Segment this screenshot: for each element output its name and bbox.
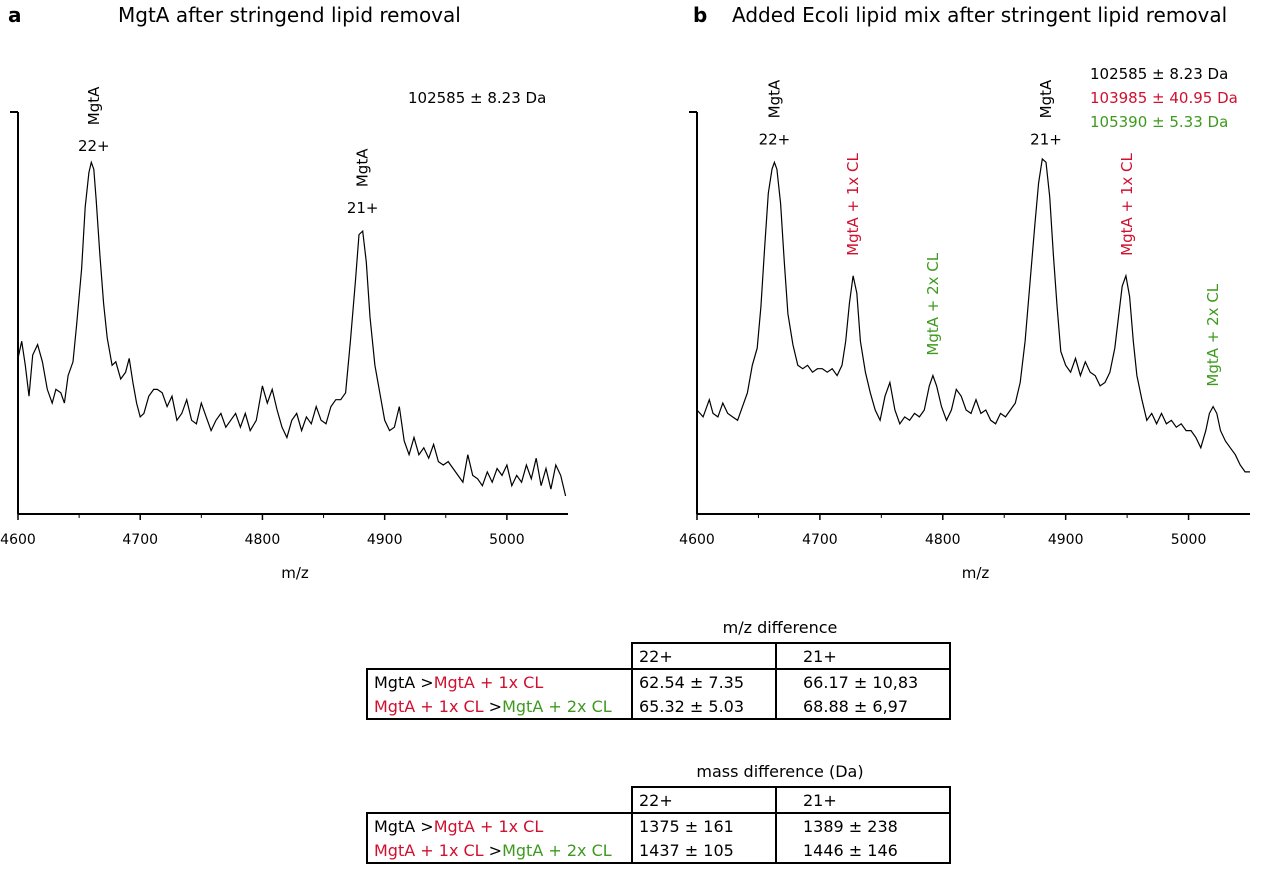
mass-difference-table: 22+ 21+ MgtA >MgtA + 1x CL 1375 ± 161 13… [366, 786, 951, 864]
col-header-21: 21+ [775, 642, 951, 670]
row-label: MgtA >MgtA + 1x CL [366, 812, 633, 838]
spectrum-line-a [17, 160, 567, 497]
cell-22: 62.54 ± 7.35 [631, 669, 777, 694]
spectrum-line-b [696, 157, 1250, 473]
table-row: MgtA + 1x CL >MgtA + 2x CL 65.32 ± 5.03 … [366, 694, 951, 720]
panel-title-a: MgtA after stringend lipid removal [118, 3, 461, 27]
x-axis-label: m/z [281, 564, 309, 582]
row-sep: > [483, 840, 503, 860]
row-to: MgtA + 1x CL [433, 672, 544, 692]
cell-22: 65.32 ± 5.03 [631, 694, 777, 720]
peak-label: MgtA [354, 148, 372, 187]
x-axis-label: m/z [962, 564, 990, 582]
cell-21: 68.88 ± 6,97 [776, 694, 951, 720]
row-sep: > [415, 672, 434, 692]
mass-annotation: 103985 ± 40.95 Da [1090, 89, 1238, 107]
cell-22: 1375 ± 161 [631, 813, 777, 838]
col-header-22: 22+ [631, 786, 777, 814]
table-row: MgtA >MgtA + 1x CL 62.54 ± 7.35 66.17 ± … [366, 668, 951, 694]
peak-label: MgtA [765, 79, 783, 118]
table-caption-mass: mass difference (Da) [696, 762, 864, 781]
row-from: MgtA + 1x CL [374, 696, 484, 716]
mass-annotation: 105390 ± 5.33 Da [1090, 113, 1228, 131]
x-tick-label: 5000 [489, 532, 525, 548]
row-label: MgtA + 1x CL >MgtA + 2x CL [366, 694, 633, 720]
table-row: MgtA >MgtA + 1x CL 1375 ± 161 1389 ± 238 [366, 812, 951, 838]
table-header-row: 22+ 21+ [367, 642, 951, 670]
row-to: MgtA + 2x CL [502, 696, 612, 716]
cell-22: 1437 ± 105 [631, 838, 777, 864]
x-tick-label: 4900 [1048, 532, 1084, 548]
col-header-21: 21+ [775, 786, 951, 814]
panel-title-b: Added Ecoli lipid mix after stringent li… [732, 3, 1227, 27]
x-tick-label: 4700 [802, 532, 838, 548]
peak-label: MgtA + 1x CL [1118, 152, 1136, 255]
row-from: MgtA [374, 672, 416, 692]
x-tick-label: 4800 [245, 532, 281, 548]
table-header-row: 22+ 21+ [367, 786, 951, 814]
row-to: MgtA + 2x CL [502, 840, 612, 860]
table-row: MgtA + 1x CL >MgtA + 2x CL 1437 ± 105 14… [366, 838, 951, 864]
row-to: MgtA + 1x CL [433, 816, 544, 836]
col-header-22: 22+ [631, 642, 777, 670]
peak-label: MgtA [85, 86, 103, 125]
peak-label: MgtA + 2x CL [924, 252, 942, 355]
peak-charge-label: 21+ [347, 199, 379, 217]
row-sep: > [483, 696, 503, 716]
peak-charge-label: 22+ [78, 137, 110, 155]
peak-label: MgtA + 2x CL [1204, 283, 1222, 386]
x-tick-label: 4600 [679, 532, 715, 548]
mz-difference-table: 22+ 21+ MgtA >MgtA + 1x CL 62.54 ± 7.35 … [366, 642, 951, 720]
panel-letter-a: a [8, 3, 22, 27]
x-tick-label: 5000 [1171, 532, 1207, 548]
row-label: MgtA + 1x CL >MgtA + 2x CL [366, 838, 633, 864]
mass-annotation: 102585 ± 8.23 Da [408, 89, 546, 107]
peak-charge-label: 21+ [1030, 130, 1062, 148]
cell-21: 66.17 ± 10,83 [776, 669, 951, 694]
row-sep: > [415, 816, 434, 836]
row-label: MgtA >MgtA + 1x CL [366, 668, 633, 694]
row-from: MgtA [374, 816, 416, 836]
x-tick-label: 4600 [0, 532, 36, 548]
x-tick-label: 4900 [367, 532, 403, 548]
peak-label: MgtA + 1x CL [844, 152, 862, 255]
table-caption-mz: m/z difference [722, 618, 838, 637]
mass-annotation: 102585 ± 8.23 Da [1090, 65, 1228, 83]
x-tick-label: 4800 [925, 532, 961, 548]
row-from: MgtA + 1x CL [374, 840, 484, 860]
panel-letter-b: b [693, 3, 707, 27]
peak-label: MgtA [1037, 79, 1055, 118]
spectra-figure: a MgtA after stringend lipid removal 4600 4… [0, 3, 1250, 582]
peak-charge-label: 22+ [759, 130, 791, 148]
cell-21: 1446 ± 146 [776, 838, 951, 864]
x-tick-label: 4700 [122, 532, 158, 548]
cell-21: 1389 ± 238 [776, 813, 951, 838]
